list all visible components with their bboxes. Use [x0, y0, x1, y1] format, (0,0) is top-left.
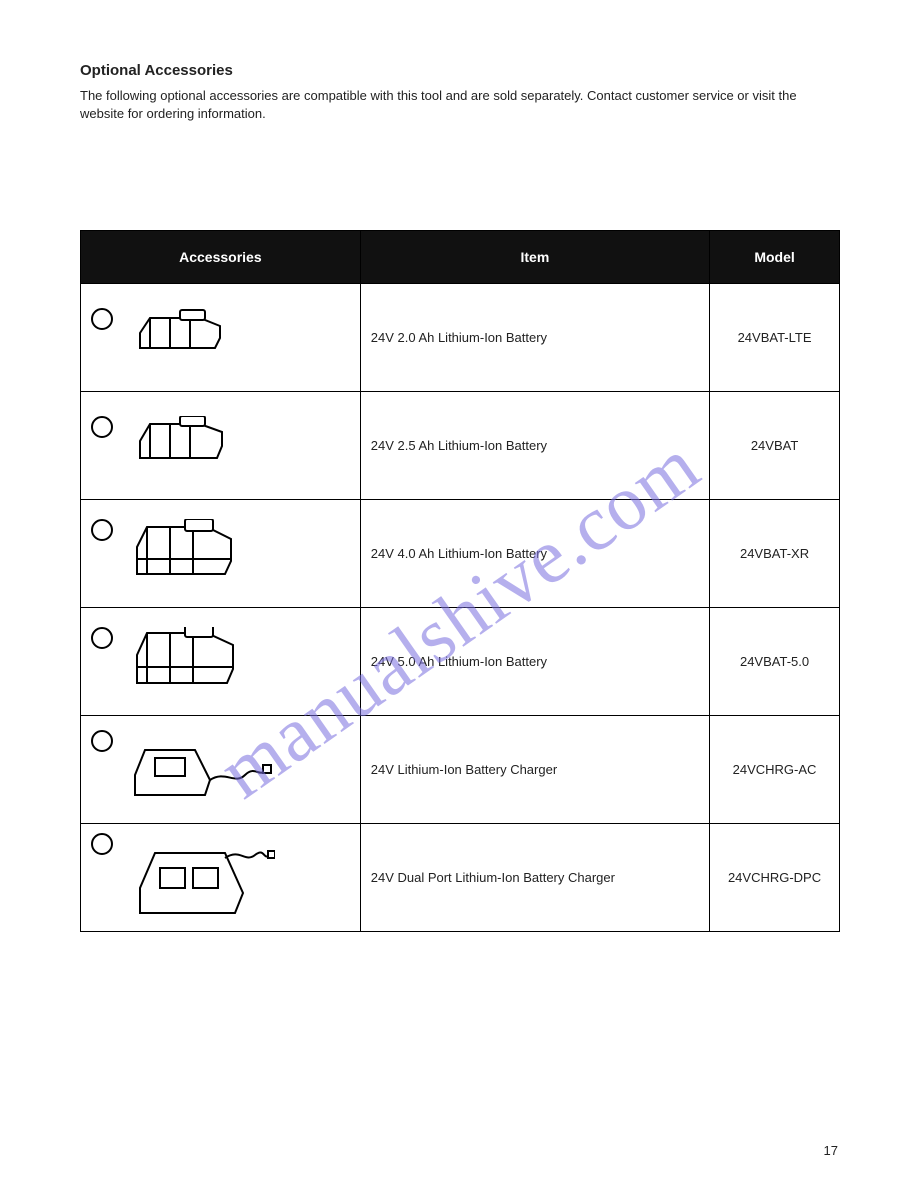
accessories-table: Accessories Item Model 24V 2.0 A [80, 230, 840, 932]
header-accessories: Accessories [81, 231, 361, 284]
letter-circle [91, 308, 113, 330]
table-row: 24V 2.5 Ah Lithium-Ion Battery 24VBAT [81, 392, 840, 500]
accessory-cell [81, 392, 361, 500]
item-cell: 24V 5.0 Ah Lithium-Ion Battery [360, 608, 709, 716]
model-cell: 24VCHRG-AC [710, 716, 840, 824]
item-cell: 24V 4.0 Ah Lithium-Ion Battery [360, 500, 709, 608]
intro-body: The following optional accessories are c… [80, 87, 840, 123]
item-cell: 24V Dual Port Lithium-Ion Battery Charge… [360, 824, 709, 932]
letter-circle [91, 519, 113, 541]
item-cell: 24V Lithium-Ion Battery Charger [360, 716, 709, 824]
battery-small-icon [125, 416, 235, 476]
model-cell: 24VBAT [710, 392, 840, 500]
letter-circle [91, 627, 113, 649]
item-cell: 24V 2.5 Ah Lithium-Ion Battery [360, 392, 709, 500]
battery-large-icon [125, 519, 245, 589]
accessory-cell [81, 608, 361, 716]
intro-block: Optional Accessories The following optio… [80, 60, 840, 123]
table-row: 24V Lithium-Ion Battery Charger 24VCHRG-… [81, 716, 840, 824]
battery-large-icon [125, 627, 245, 697]
battery-small-icon [125, 308, 235, 368]
letter-circle [91, 833, 113, 855]
page-number: 17 [824, 1143, 838, 1158]
accessory-cell [81, 716, 361, 824]
accessory-cell [81, 284, 361, 392]
table-row: 24V 2.0 Ah Lithium-Ion Battery 24VBAT-LT… [81, 284, 840, 392]
intro-title: Optional Accessories [80, 60, 840, 81]
item-cell: 24V 2.0 Ah Lithium-Ion Battery [360, 284, 709, 392]
model-cell: 24VBAT-XR [710, 500, 840, 608]
header-model: Model [710, 231, 840, 284]
model-cell: 24VBAT-LTE [710, 284, 840, 392]
table-row: 24V 4.0 Ah Lithium-Ion Battery 24VBAT-XR [81, 500, 840, 608]
accessory-cell [81, 500, 361, 608]
table-row: 24V Dual Port Lithium-Ion Battery Charge… [81, 824, 840, 932]
table-row: 24V 5.0 Ah Lithium-Ion Battery 24VBAT-5.… [81, 608, 840, 716]
letter-circle [91, 416, 113, 438]
header-item: Item [360, 231, 709, 284]
table-header-row: Accessories Item Model [81, 231, 840, 284]
charger-dual-icon [125, 833, 275, 923]
letter-circle [91, 730, 113, 752]
accessory-cell [81, 824, 361, 932]
model-cell: 24VBAT-5.0 [710, 608, 840, 716]
model-cell: 24VCHRG-DPC [710, 824, 840, 932]
charger-single-icon [125, 730, 275, 810]
